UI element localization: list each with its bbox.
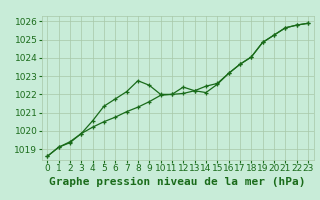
X-axis label: Graphe pression niveau de la mer (hPa): Graphe pression niveau de la mer (hPa): [49, 177, 306, 187]
